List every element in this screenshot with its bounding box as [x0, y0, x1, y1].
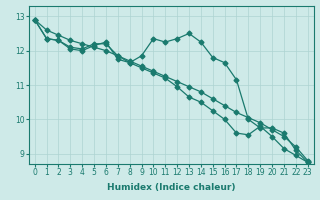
X-axis label: Humidex (Indice chaleur): Humidex (Indice chaleur) — [107, 183, 236, 192]
